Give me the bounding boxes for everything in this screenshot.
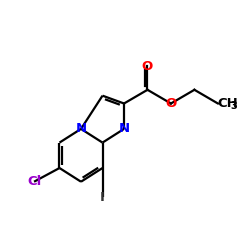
Text: I: I — [100, 191, 105, 204]
Text: O: O — [142, 60, 153, 73]
Text: Cl: Cl — [27, 175, 41, 188]
Text: O: O — [165, 97, 176, 110]
Text: N: N — [118, 122, 130, 136]
Text: N: N — [76, 122, 86, 136]
Text: CH: CH — [217, 97, 238, 110]
Text: 3: 3 — [230, 101, 237, 111]
